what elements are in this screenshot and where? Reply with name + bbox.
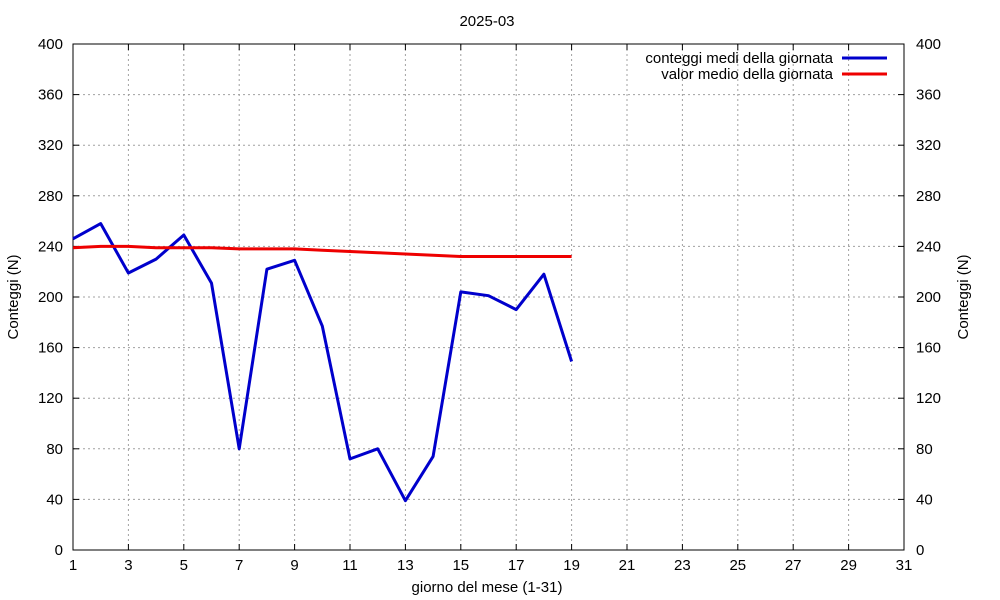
x-tick-label: 27 — [785, 557, 802, 574]
y2-tick-label: 360 — [916, 87, 941, 104]
y-axis-left: 0 40 80 120 160 200 240 280 320 360 400 — [38, 36, 79, 559]
y-tick-label: 0 — [55, 542, 63, 559]
x-tick-label: 15 — [452, 557, 469, 574]
series — [72, 222, 574, 503]
x-tick-label: 9 — [290, 557, 298, 574]
y-tick-label: 120 — [38, 390, 63, 407]
x-tick-label: 11 — [342, 557, 358, 574]
y-tick-label: 400 — [38, 36, 63, 53]
x-tick-label: 1 — [69, 557, 77, 574]
legend-label: valor medio della giornata — [661, 66, 833, 83]
y2-tick-label: 240 — [916, 238, 941, 255]
x-tick-label: 13 — [397, 557, 414, 574]
x-tick-label: 17 — [508, 557, 525, 574]
x-tick-label: 23 — [674, 557, 691, 574]
y2-tick-label: 280 — [916, 188, 941, 205]
y-tick-label: 200 — [38, 289, 63, 306]
x-axis-label: giorno del mese (1-31) — [412, 579, 563, 596]
series-line-2 — [72, 244, 572, 258]
x-axis: 1 3 5 7 9 11 13 15 17 19 21 23 25 27 29 31 — [69, 44, 913, 574]
series-line-1 — [72, 222, 574, 503]
x-tick-label: 19 — [563, 557, 580, 574]
x-tick-label: 25 — [729, 557, 746, 574]
y2-tick-label: 400 — [916, 36, 941, 53]
y2-tick-label: 200 — [916, 289, 941, 306]
x-tick-label: 31 — [896, 557, 913, 574]
x-tick-label: 29 — [840, 557, 857, 574]
y2-tick-label: 320 — [916, 137, 941, 154]
y-tick-label: 80 — [46, 441, 63, 458]
y2-tick-label: 160 — [916, 340, 941, 357]
y2-tick-label: 80 — [916, 441, 933, 458]
y2-tick-label: 40 — [916, 491, 933, 508]
x-tick-label: 5 — [180, 557, 188, 574]
x-tick-label: 7 — [235, 557, 243, 574]
y-axis-right: 0 40 80 120 160 200 240 280 320 360 400 — [898, 36, 941, 559]
y-axis-label: Conteggi (N) — [5, 254, 22, 339]
y-tick-label: 320 — [38, 137, 63, 154]
y2-tick-label: 120 — [916, 390, 941, 407]
y2-axis-label: Conteggi (N) — [955, 254, 972, 339]
chart-title: 2025-03 — [459, 13, 514, 30]
y-tick-label: 40 — [46, 491, 63, 508]
x-tick-label: 21 — [619, 557, 636, 574]
x-tick-label: 3 — [124, 557, 132, 574]
y2-tick-label: 0 — [916, 542, 924, 559]
y-tick-label: 360 — [38, 87, 63, 104]
y-tick-label: 240 — [38, 238, 63, 255]
y-tick-label: 280 — [38, 188, 63, 205]
y-tick-label: 160 — [38, 340, 63, 357]
legend-label: conteggi medi della giornata — [645, 50, 833, 67]
